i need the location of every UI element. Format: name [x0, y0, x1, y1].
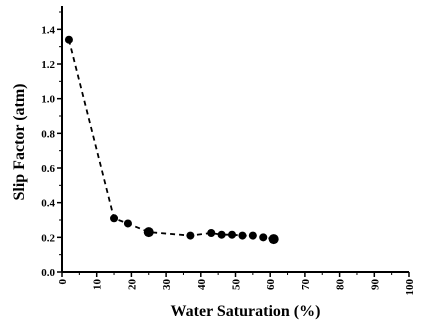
- data-point: [186, 231, 195, 240]
- x-tick-label: 0: [57, 279, 69, 285]
- y-tick-label: 0.4: [41, 198, 55, 210]
- x-tick-label: 70: [300, 279, 312, 291]
- axes: [61, 6, 409, 273]
- x-tick-label: 10: [92, 279, 104, 291]
- data-point: [143, 227, 154, 238]
- x-tick-label: 30: [161, 279, 173, 291]
- series-line: [68, 39, 274, 240]
- x-ticks: 0 10 20 30 40 50 60 70 80 90 100: [57, 272, 416, 296]
- data-point: [64, 35, 73, 44]
- y-tick-label: 0.8: [41, 128, 55, 140]
- y-ticks: 0.0 0.2 0.4 0.6 0.8 1.0 1.2 1.4: [41, 11, 62, 279]
- x-tick-label: 60: [265, 279, 277, 291]
- x-tick-label: 90: [369, 279, 381, 291]
- y-tick-label: 0.6: [41, 163, 55, 175]
- data-point: [217, 230, 226, 239]
- x-tick-label: 20: [126, 279, 138, 291]
- x-tick-label: 50: [231, 279, 243, 291]
- x-tick-label: 80: [335, 279, 347, 291]
- data-point: [259, 233, 268, 242]
- data-point: [268, 234, 279, 245]
- y-axis-title: Slip Factor (atm): [11, 83, 28, 200]
- data-point: [248, 231, 257, 240]
- plot-area: [64, 35, 279, 245]
- x-tick-label: 40: [196, 279, 208, 291]
- data-point: [207, 229, 216, 237]
- y-tick-label: 1.2: [41, 59, 55, 71]
- y-tick-label: 0.0: [41, 267, 55, 279]
- x-tick-label: 100: [404, 279, 416, 296]
- y-tick-label: 0.2: [41, 232, 55, 244]
- y-tick-label: 1.0: [41, 94, 55, 106]
- data-point: [238, 231, 247, 240]
- x-axis-title: Water Saturation (%): [171, 303, 321, 320]
- data-point: [228, 230, 237, 239]
- y-tick-label: 1.4: [41, 24, 55, 36]
- data-point: [110, 214, 119, 223]
- data-point: [123, 219, 132, 228]
